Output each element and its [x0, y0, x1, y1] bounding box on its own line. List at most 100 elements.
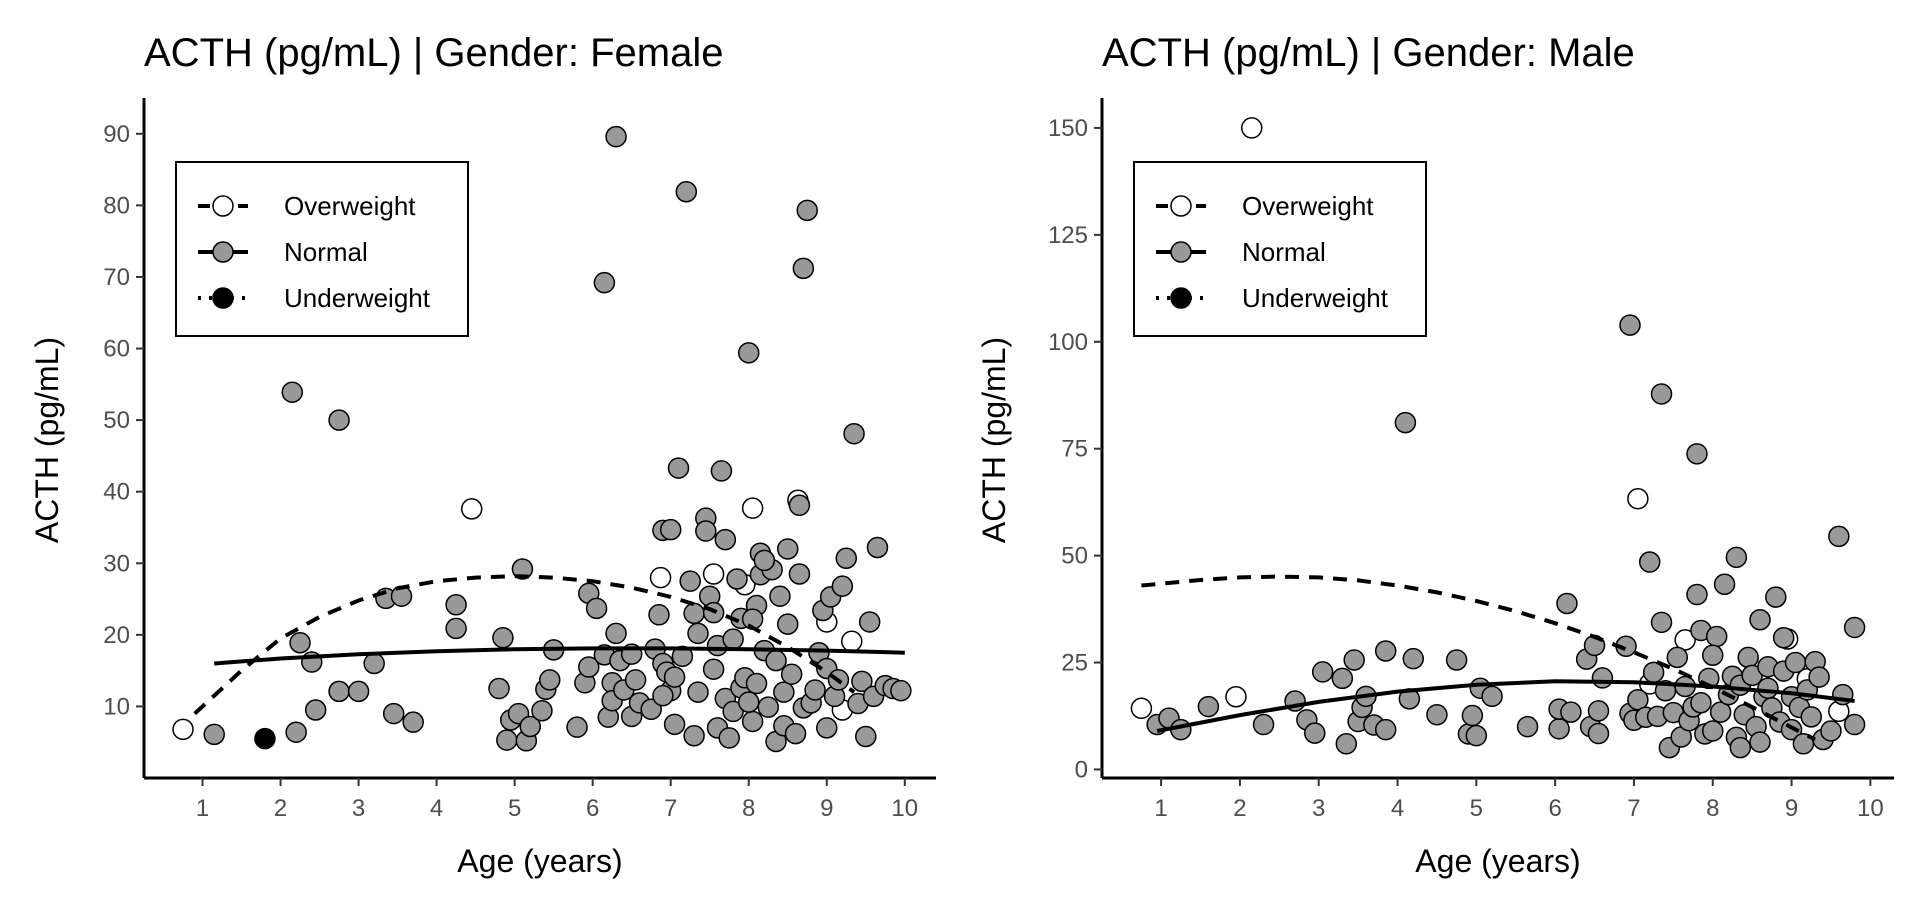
- point-normal: [816, 717, 838, 739]
- x-tick-label: 5: [1470, 795, 1483, 822]
- point-normal: [765, 649, 787, 672]
- point-normal: [659, 518, 682, 541]
- point-normal: [788, 563, 811, 585]
- point-normal: [1587, 722, 1610, 745]
- point-normal: [1800, 706, 1823, 728]
- point-normal: [1627, 688, 1649, 711]
- trend-line-normal: [214, 646, 905, 666]
- point-normal: [1820, 720, 1842, 742]
- point-normal: [488, 677, 510, 700]
- legend: Overweight Normal Underweight: [175, 161, 469, 337]
- point-normal: [1556, 592, 1578, 615]
- y-tick-label: 30: [103, 550, 130, 577]
- point-overweight: [172, 718, 194, 741]
- trend-lines: [193, 574, 905, 716]
- point-overweight: [702, 563, 725, 585]
- point-normal: [328, 409, 350, 431]
- trend-line-overweight: [193, 574, 856, 716]
- point-normal: [1402, 647, 1425, 670]
- point-normal: [679, 570, 701, 592]
- point-normal: [1713, 573, 1736, 596]
- point-normal: [640, 698, 662, 721]
- y-tick-label: 50: [103, 407, 130, 434]
- point-normal: [1666, 646, 1689, 669]
- point-normal: [1638, 551, 1661, 573]
- point-normal: [851, 670, 873, 693]
- point-normal: [722, 700, 744, 723]
- point-normal: [1686, 583, 1708, 606]
- point-normal: [203, 723, 225, 746]
- panel-male: ACTH (pg/mL) | Gender: Male 1 2 3 4 5 6 7 8 9 100…: [976, 31, 1894, 879]
- point-normal: [702, 658, 725, 680]
- legend-marker-underweight: [212, 287, 234, 309]
- x-tick-label: 2: [274, 795, 287, 822]
- point-normal: [858, 611, 881, 633]
- y-tick-label: 100: [1048, 329, 1088, 356]
- chart-title: ACTH (pg/mL) | Gender: Female: [144, 31, 723, 75]
- point-normal: [1650, 383, 1673, 405]
- point-normal: [780, 663, 803, 685]
- point-normal: [757, 696, 779, 718]
- x-tick-label: 3: [1312, 795, 1325, 822]
- point-normal: [737, 342, 760, 364]
- point-normal: [1701, 720, 1724, 742]
- point-normal: [1843, 616, 1866, 639]
- point-normal: [1650, 611, 1673, 634]
- point-normal: [1705, 625, 1728, 648]
- point-normal: [1197, 695, 1220, 718]
- y-tick-label: 70: [103, 264, 130, 291]
- point-normal: [737, 691, 760, 713]
- point-normal: [1331, 667, 1354, 690]
- point-normal: [624, 669, 647, 691]
- y-tick-label: 150: [1048, 115, 1088, 142]
- point-normal: [304, 699, 327, 721]
- point-normal: [531, 699, 553, 722]
- point-overweight: [741, 497, 764, 519]
- trend-lines: [1141, 574, 1855, 742]
- y-tick-label: 10: [103, 693, 130, 720]
- legend: Overweight Normal Underweight: [1133, 161, 1427, 337]
- y-tick-label: 40: [103, 479, 130, 506]
- point-normal: [687, 681, 709, 703]
- point-underweight: [254, 727, 276, 750]
- legend-label: Underweight: [1242, 283, 1389, 313]
- point-normal: [402, 711, 424, 733]
- x-tick-label: 7: [1627, 795, 1640, 822]
- point-normal: [347, 680, 370, 703]
- point-normal: [1335, 733, 1358, 755]
- point-normal: [663, 666, 686, 688]
- point-normal: [1252, 713, 1275, 736]
- x-tick-label: 6: [586, 795, 599, 822]
- legend-label: Normal: [1242, 237, 1326, 267]
- x-tick-label: 8: [1706, 795, 1719, 822]
- legend-marker-overweight: [212, 195, 234, 217]
- x-tick-label: 10: [891, 795, 918, 822]
- x-tick-label: 3: [352, 795, 365, 822]
- point-normal: [1426, 703, 1448, 726]
- y-tick-label: 60: [103, 336, 130, 363]
- point-normal: [726, 568, 748, 590]
- point-normal: [831, 575, 854, 597]
- y-tick-label: 75: [1061, 436, 1088, 463]
- point-normal: [1808, 666, 1830, 688]
- point-normal: [578, 656, 600, 678]
- y-tick-label: 90: [103, 121, 130, 148]
- point-normal: [1560, 701, 1582, 723]
- point-normal: [1709, 701, 1732, 723]
- point-normal: [714, 528, 737, 551]
- point-normal: [1461, 704, 1484, 727]
- point-normal: [1737, 646, 1759, 669]
- x-tick-label: 6: [1548, 795, 1561, 822]
- trend-line-overweight: [1141, 574, 1817, 742]
- point-normal: [804, 679, 826, 701]
- x-tick-label: 5: [508, 795, 521, 822]
- point-overweight: [1627, 487, 1649, 510]
- point-normal: [492, 626, 514, 649]
- point-normal: [1481, 685, 1503, 708]
- point-normal: [866, 536, 889, 559]
- point-normal: [1548, 718, 1570, 740]
- point-normal: [773, 681, 795, 703]
- chart-title: ACTH (pg/mL) | Gender: Male: [1102, 31, 1635, 75]
